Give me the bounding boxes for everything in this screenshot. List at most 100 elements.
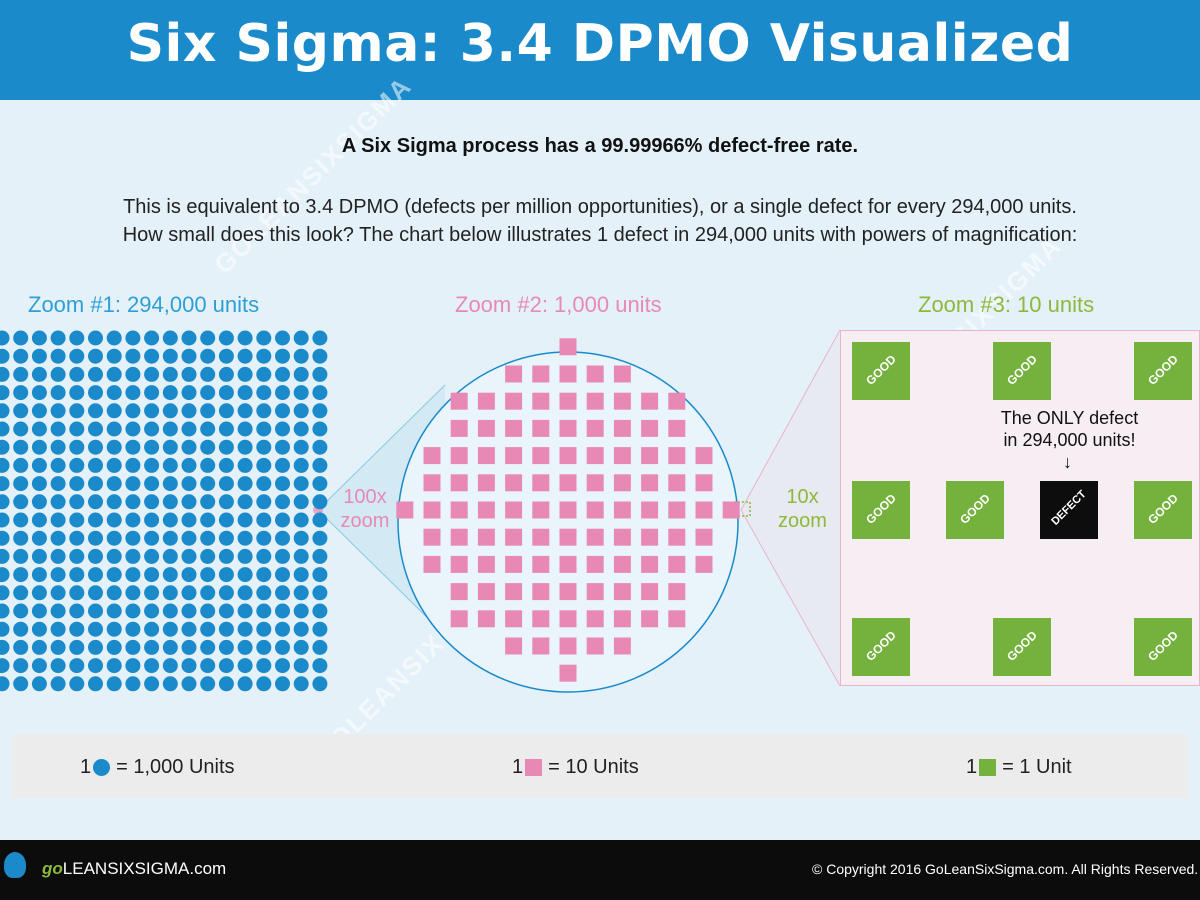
pink-square-icon bbox=[525, 759, 543, 776]
unit-square bbox=[641, 501, 659, 519]
unit-dot bbox=[69, 385, 85, 401]
unit-dot bbox=[162, 403, 178, 419]
unit-dot bbox=[50, 421, 66, 437]
unit-dot bbox=[106, 548, 122, 564]
unit-dot bbox=[0, 348, 10, 364]
unit-dot bbox=[275, 403, 290, 419]
unit-square bbox=[477, 447, 495, 465]
unit-square bbox=[505, 365, 523, 383]
unit-dot bbox=[218, 421, 234, 437]
unit-dot bbox=[69, 439, 85, 455]
lightbulb-icon bbox=[4, 852, 26, 878]
unit-dot bbox=[88, 403, 103, 419]
logo[interactable]: goLEANSIXSIGMA.com bbox=[42, 859, 226, 879]
unit-square bbox=[586, 528, 604, 546]
unit-dot bbox=[293, 494, 309, 510]
unit-dot bbox=[200, 348, 216, 364]
unit-dot bbox=[181, 330, 197, 346]
unit-dot bbox=[293, 585, 309, 601]
unit-dot bbox=[88, 366, 103, 382]
unit-dot bbox=[256, 676, 272, 692]
unit-square bbox=[505, 583, 523, 601]
unit-dot bbox=[106, 567, 122, 583]
unit-dot bbox=[106, 457, 122, 473]
unit-square bbox=[559, 447, 577, 465]
unit-dot bbox=[31, 439, 47, 455]
legend-item-pink-square: 1 = 10 Units bbox=[512, 756, 639, 779]
unit-square bbox=[450, 447, 468, 465]
unit-dot bbox=[218, 621, 234, 637]
zoom-2-connector bbox=[741, 330, 840, 686]
unit-dot bbox=[162, 585, 178, 601]
unit-dot bbox=[125, 530, 141, 546]
unit-dot bbox=[293, 330, 309, 346]
unit-dot bbox=[181, 439, 197, 455]
zoom-2-connector-top bbox=[740, 329, 841, 511]
unit-square bbox=[559, 610, 577, 628]
unit-dot bbox=[162, 494, 178, 510]
unit-dot bbox=[69, 494, 85, 510]
down-arrow-icon: ↓ bbox=[1063, 452, 1072, 472]
unit-dot bbox=[125, 512, 141, 528]
unit-dot bbox=[275, 585, 290, 601]
unit-dot bbox=[218, 658, 234, 674]
unit-dot bbox=[50, 439, 66, 455]
unit-square bbox=[559, 474, 577, 492]
unit-dot bbox=[144, 439, 160, 455]
unit-dot bbox=[256, 439, 272, 455]
unit-dot bbox=[275, 476, 290, 492]
unit-dot bbox=[218, 348, 234, 364]
unit-dot bbox=[69, 476, 85, 492]
unit-dot bbox=[88, 548, 103, 564]
unit-square bbox=[559, 338, 577, 356]
unit-dot bbox=[275, 658, 290, 674]
unit-square bbox=[695, 474, 713, 492]
unit-square bbox=[559, 637, 577, 655]
unit-dot bbox=[275, 639, 290, 655]
unit-dot bbox=[181, 639, 197, 655]
unit-dot bbox=[50, 385, 66, 401]
good-unit: GOOD bbox=[1134, 342, 1192, 400]
unit-square bbox=[668, 447, 686, 465]
unit-square bbox=[641, 419, 659, 437]
unit-dot bbox=[218, 530, 234, 546]
unit-dot bbox=[13, 567, 29, 583]
unit-square bbox=[477, 474, 495, 492]
unit-square bbox=[613, 501, 631, 519]
unit-dot bbox=[88, 585, 103, 601]
unit-dot bbox=[181, 476, 197, 492]
unit-dot bbox=[237, 439, 253, 455]
unit-dot bbox=[237, 330, 253, 346]
unit-dot bbox=[162, 530, 178, 546]
legend-text: = 10 Units bbox=[548, 756, 639, 778]
unit-dot bbox=[31, 421, 47, 437]
unit-dot bbox=[200, 585, 216, 601]
unit-square bbox=[695, 501, 713, 519]
unit-square bbox=[450, 392, 468, 410]
unit-dot bbox=[293, 512, 309, 528]
unit-dot bbox=[31, 567, 47, 583]
unit-dot bbox=[144, 421, 160, 437]
unit-dot bbox=[69, 403, 85, 419]
unit-dot bbox=[144, 348, 160, 364]
unit-square bbox=[532, 447, 550, 465]
unit-dot bbox=[50, 676, 66, 692]
unit-dot bbox=[69, 621, 85, 637]
unit-square bbox=[532, 583, 550, 601]
unit-dot bbox=[312, 512, 328, 528]
unit-dot bbox=[200, 548, 216, 564]
page-title: Six Sigma: 3.4 DPMO Visualized bbox=[126, 14, 1074, 74]
unit-square bbox=[695, 528, 713, 546]
unit-square bbox=[559, 583, 577, 601]
callout-line-2: in 294,000 units! bbox=[1003, 430, 1136, 450]
unit-dot bbox=[13, 457, 29, 473]
unit-dot bbox=[125, 585, 141, 601]
unit-dot bbox=[13, 385, 29, 401]
unit-square bbox=[532, 419, 550, 437]
unit-dot bbox=[312, 476, 328, 492]
unit-square bbox=[423, 528, 441, 546]
zoom-2-title: Zoom #2: 1,000 units bbox=[455, 292, 662, 317]
unit-dot bbox=[50, 658, 66, 674]
unit-dot bbox=[106, 512, 122, 528]
unit-dot bbox=[218, 457, 234, 473]
